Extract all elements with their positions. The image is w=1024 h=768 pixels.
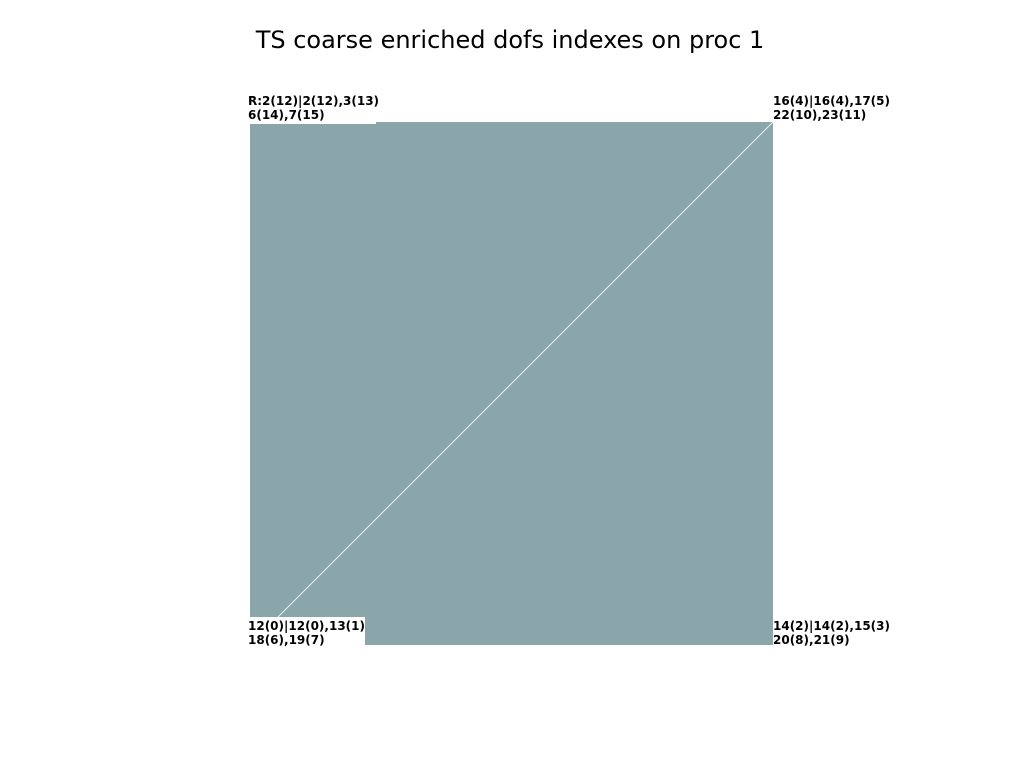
label-line: 12(0)|12(0),13(1) [248, 619, 365, 633]
label-background [247, 93, 376, 124]
label-line: 20(8),21(9) [773, 633, 850, 647]
label-line: 18(6),19(7) [248, 633, 325, 647]
label-line: 22(10),23(11) [773, 108, 866, 122]
vertex-label-bottom-right: 14(2)|14(2),15(3) 20(8),21(9) [773, 619, 890, 647]
title: TS coarse enriched dofs indexes on proc … [255, 26, 765, 54]
label-line: R:2(12)|2(12),3(13) [248, 94, 379, 108]
label-line: 6(14),7(15) [248, 108, 325, 122]
label-background [247, 617, 365, 646]
label-line: 14(2)|14(2),15(3) [773, 619, 890, 633]
vertex-label-top-right: 16(4)|16(4),17(5) 22(10),23(11) [773, 94, 890, 122]
vertex-label-bottom-left: 12(0)|12(0),13(1) 18(6),19(7) [247, 617, 365, 647]
mesh-diagonal [249, 121, 774, 646]
label-line: 16(4)|16(4),17(5) [773, 94, 890, 108]
vertex-label-top-left: R:2(12)|2(12),3(13) 6(14),7(15) [247, 93, 379, 124]
